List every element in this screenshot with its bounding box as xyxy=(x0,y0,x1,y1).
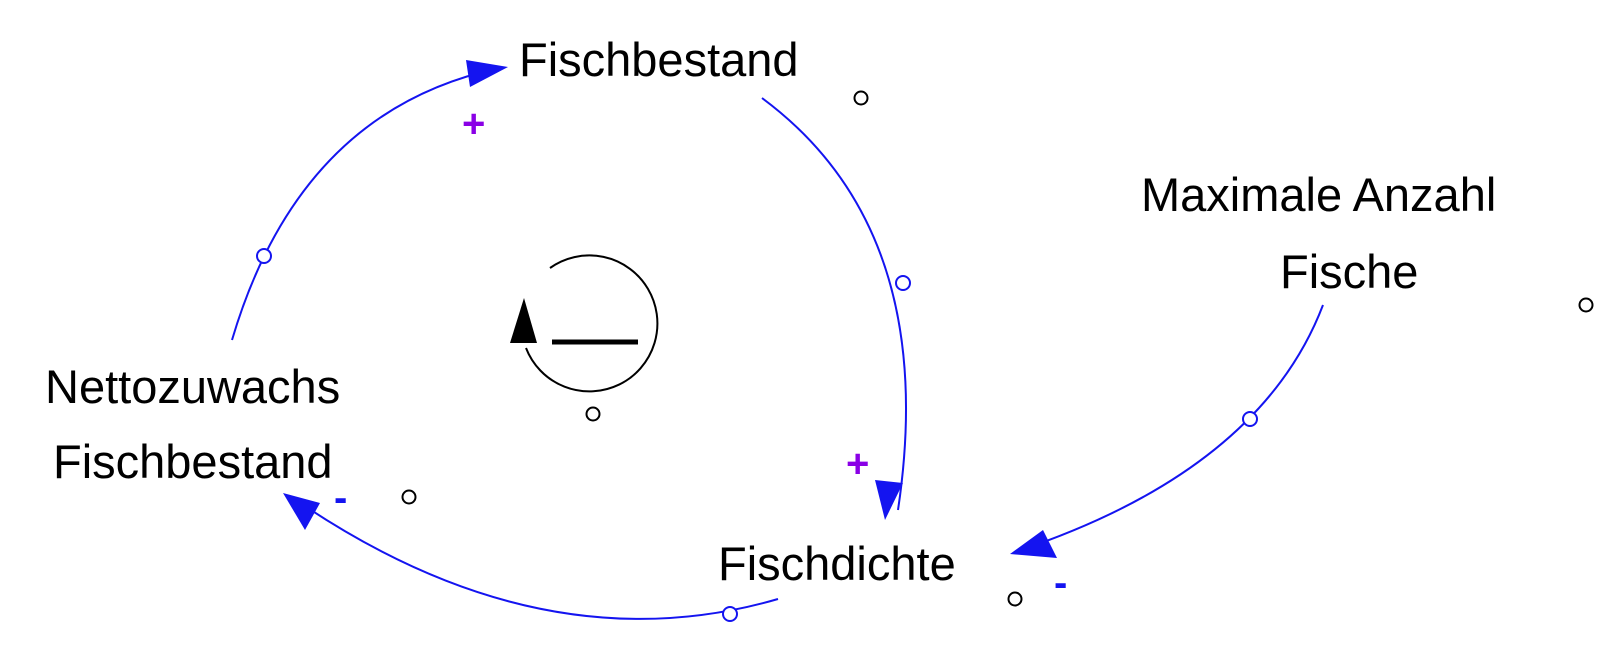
polarity-sign-minus: - xyxy=(1054,561,1067,605)
variable-nettozuwachs-line2[interactable]: Fischbestand xyxy=(53,435,333,488)
variable-fischbestand[interactable]: Fischbestand xyxy=(519,33,799,86)
loop-arrowhead xyxy=(510,298,537,343)
balancing-loop-icon xyxy=(510,254,659,422)
loop-arc xyxy=(525,254,659,393)
nettozuwachs-handle[interactable] xyxy=(401,489,417,505)
variable-fischdichte[interactable]: Fischdichte xyxy=(718,537,956,590)
link-nettozuwachs-to-fischbestand[interactable] xyxy=(231,67,501,341)
polarity-sign-minus: - xyxy=(334,476,347,520)
arrowhead-nettozuwachs xyxy=(283,493,320,530)
link-handle[interactable] xyxy=(722,606,738,622)
link-fischdichte-to-nettozuwachs[interactable] xyxy=(292,497,779,620)
link-handle[interactable] xyxy=(256,248,272,264)
arrowhead-fischbestand xyxy=(466,60,508,87)
polarity-sign-plus: + xyxy=(846,442,869,486)
fischbestand-handle[interactable] xyxy=(853,90,869,106)
causal-links xyxy=(231,60,1324,622)
link-maximale-to-fischdichte[interactable] xyxy=(1017,304,1324,552)
arrowhead-fischdichte-top xyxy=(875,480,903,520)
variable-labels: Fischbestand Nettozuwachs Fischbestand F… xyxy=(45,33,1496,590)
link-handle[interactable] xyxy=(895,275,911,291)
polarity-signs: + + - - xyxy=(334,102,1067,605)
variable-handles xyxy=(401,90,1594,607)
variable-maximale-line2[interactable]: Fische xyxy=(1280,245,1418,298)
loop-handle[interactable] xyxy=(585,406,601,422)
polarity-sign-plus: + xyxy=(462,102,485,146)
variable-nettozuwachs-line1[interactable]: Nettozuwachs xyxy=(45,360,340,413)
link-fischbestand-to-fischdichte[interactable] xyxy=(761,97,907,511)
fischdichte-handle[interactable] xyxy=(1007,591,1023,607)
arrowhead-fischdichte-right xyxy=(1010,530,1057,558)
link-handle[interactable] xyxy=(1242,411,1258,427)
variable-maximale-line1[interactable]: Maximale Anzahl xyxy=(1141,168,1496,221)
maximale-handle[interactable] xyxy=(1578,297,1594,313)
